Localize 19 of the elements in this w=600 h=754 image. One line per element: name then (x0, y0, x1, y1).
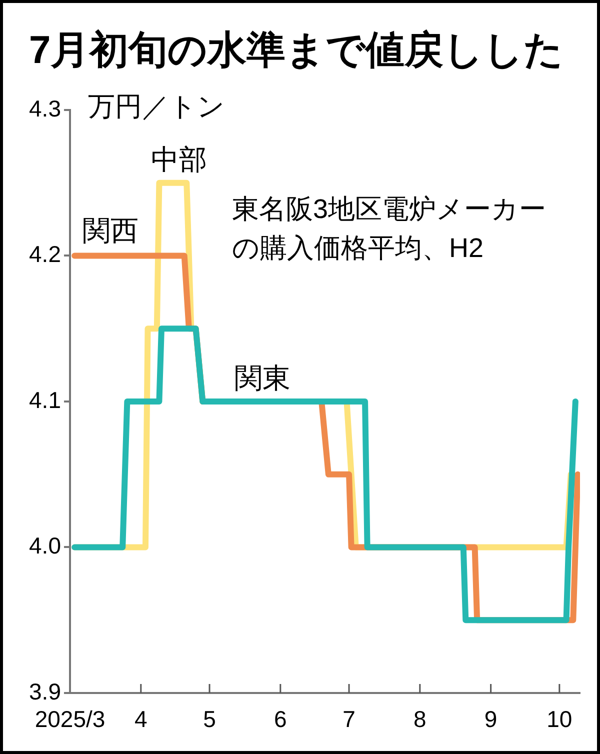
y-tick-label: 4.2 (29, 241, 61, 268)
x-tick-label: 9 (484, 706, 498, 732)
chart-title: 7月初旬の水準まで値戻しした (29, 28, 564, 74)
y-tick-label: 4.3 (29, 95, 61, 122)
y-tick-label: 4.1 (29, 386, 61, 413)
x-tick-label: 7 (342, 706, 356, 732)
y-tick-label: 3.9 (29, 678, 61, 704)
x-tick-label: 4 (134, 706, 148, 732)
x-tick-label: 8 (414, 706, 426, 732)
series-label: 関西 (82, 214, 139, 246)
series-label: 中部 (151, 144, 208, 175)
x-tick-label: 6 (274, 706, 287, 732)
x-tick-label: 2025/3 (34, 706, 106, 732)
y-axis-title: 万円／トン (88, 91, 225, 122)
x-tick-label: 5 (203, 706, 216, 732)
series-label: 関東 (234, 362, 291, 394)
x-tick-label: 10 (546, 706, 572, 732)
y-tick-label: 4.0 (29, 532, 61, 559)
annotation: 東名阪3地区電炉メーカーの購入価格平均、H2 (232, 193, 548, 265)
